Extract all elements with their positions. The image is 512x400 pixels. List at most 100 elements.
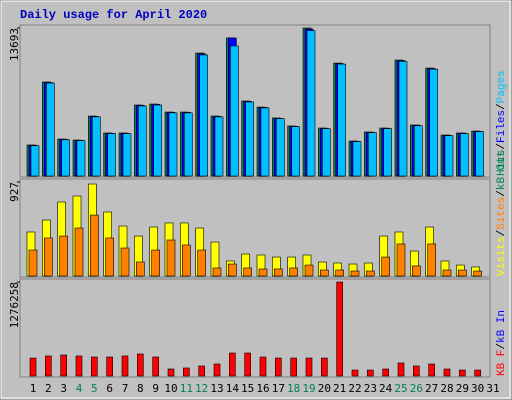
x-tick-label: 17 bbox=[272, 382, 285, 395]
bar bbox=[46, 82, 55, 177]
bar bbox=[275, 357, 282, 377]
bar bbox=[153, 104, 162, 177]
bar bbox=[76, 140, 86, 177]
x-tick-label: 11 bbox=[180, 382, 193, 395]
bar bbox=[259, 356, 267, 377]
bar bbox=[228, 263, 237, 277]
bar bbox=[151, 249, 160, 277]
bar bbox=[398, 61, 408, 177]
bar bbox=[75, 355, 83, 377]
bar bbox=[475, 131, 484, 177]
bar bbox=[382, 368, 389, 377]
legend-entry: Pages bbox=[496, 70, 508, 103]
bar bbox=[214, 116, 224, 177]
bar bbox=[459, 369, 466, 377]
x-tick-label: 19 bbox=[302, 382, 315, 395]
x-tick-label: 27 bbox=[425, 382, 438, 395]
x-tick-label: 28 bbox=[440, 382, 453, 395]
bar bbox=[120, 247, 130, 277]
bar bbox=[29, 357, 37, 377]
bar bbox=[412, 265, 421, 277]
x-tick-label: 29 bbox=[456, 382, 469, 395]
x-tick-label: 23 bbox=[364, 382, 377, 395]
bar bbox=[322, 128, 331, 177]
bar bbox=[244, 352, 251, 377]
bar bbox=[44, 237, 53, 277]
bar bbox=[383, 128, 392, 177]
y-tick-label: 927 bbox=[8, 182, 21, 202]
x-tick-label: 26 bbox=[410, 382, 423, 395]
legend-separator: / bbox=[496, 230, 508, 237]
x-tick-label: 22 bbox=[348, 382, 361, 395]
x-tick-label: 16 bbox=[256, 382, 269, 395]
bar bbox=[429, 68, 438, 177]
bar bbox=[245, 101, 254, 177]
bar bbox=[305, 357, 313, 377]
x-tick-label: 9 bbox=[152, 382, 159, 395]
x-tick-label: 12 bbox=[195, 382, 208, 395]
bar bbox=[138, 105, 147, 177]
bar bbox=[306, 30, 316, 177]
legend-entry: KB F bbox=[496, 350, 508, 376]
bar bbox=[290, 357, 297, 377]
legend-entry: kB Out bbox=[496, 151, 508, 191]
legend-separator: / bbox=[496, 343, 508, 350]
bar bbox=[260, 107, 270, 177]
legend-entry: kB In bbox=[496, 310, 508, 343]
bar bbox=[167, 368, 175, 377]
bar bbox=[274, 268, 283, 277]
bar bbox=[291, 126, 300, 177]
bar bbox=[91, 356, 98, 377]
bar bbox=[442, 269, 452, 277]
x-tick-label: 8 bbox=[137, 382, 144, 395]
bar bbox=[199, 54, 208, 177]
x-tick-label: 7 bbox=[122, 382, 129, 395]
bar bbox=[427, 243, 436, 277]
x-tick-label: 24 bbox=[379, 382, 393, 395]
bar bbox=[413, 365, 420, 377]
y-tick-label: 13693 bbox=[8, 28, 21, 61]
x-tick-label: 14 bbox=[226, 382, 240, 395]
bar bbox=[396, 243, 406, 277]
x-tick-label: 5 bbox=[91, 382, 98, 395]
bar bbox=[443, 368, 451, 377]
bar bbox=[258, 268, 268, 277]
bar bbox=[304, 264, 314, 277]
bar bbox=[381, 256, 390, 277]
bar bbox=[45, 355, 52, 377]
bar bbox=[366, 270, 375, 277]
bar bbox=[229, 352, 236, 377]
bar bbox=[184, 112, 193, 177]
bar bbox=[74, 227, 84, 277]
bar bbox=[121, 355, 129, 377]
bar bbox=[106, 356, 113, 377]
bar bbox=[107, 133, 116, 177]
bar bbox=[137, 353, 144, 377]
x-tick-label: 30 bbox=[471, 382, 484, 395]
legend: Visits/Sites/kB Out bbox=[496, 151, 508, 276]
bar bbox=[230, 45, 239, 177]
bar bbox=[460, 133, 469, 177]
x-tick-label: 2 bbox=[45, 382, 52, 395]
bar bbox=[458, 269, 467, 277]
x-tick-label: 21 bbox=[333, 382, 346, 395]
bar bbox=[212, 267, 222, 277]
bar bbox=[30, 145, 40, 177]
bar bbox=[59, 235, 68, 277]
bar bbox=[136, 261, 145, 277]
bar bbox=[168, 112, 178, 177]
bar bbox=[444, 135, 454, 177]
legend-entry: Sites bbox=[496, 197, 508, 230]
x-tick-label: 1 bbox=[30, 382, 37, 395]
x-tick-label: 3 bbox=[60, 382, 67, 395]
bar bbox=[243, 267, 252, 277]
plot-area bbox=[19, 278, 491, 378]
bar bbox=[61, 139, 70, 177]
bar bbox=[368, 132, 377, 177]
legend-separator: / bbox=[496, 190, 508, 197]
legend-separator: / bbox=[496, 143, 508, 150]
bar bbox=[351, 369, 359, 377]
bar bbox=[182, 244, 191, 277]
